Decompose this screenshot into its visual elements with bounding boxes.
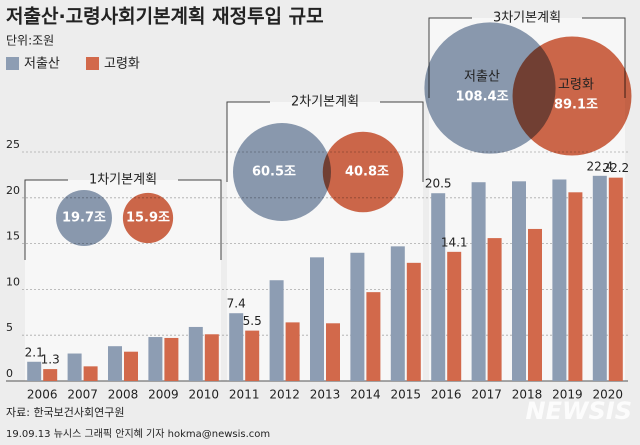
bar	[528, 228, 542, 381]
circle-series-name: 저출산	[464, 70, 500, 85]
bar	[366, 292, 381, 381]
bar	[108, 346, 122, 381]
bracket-line	[226, 101, 424, 182]
plan-title: 2차기본계획	[291, 95, 359, 110]
bar	[592, 175, 607, 381]
bar	[67, 353, 82, 381]
value-label: 22.4	[586, 159, 613, 173]
bar	[552, 179, 567, 381]
unit: 단위:조원	[6, 34, 54, 48]
chart-title: 저출산·고령사회기본계획 재정투입 규모	[6, 6, 324, 28]
x-tick-label: 2008	[108, 388, 139, 402]
x-tick-label: 2007	[67, 388, 98, 402]
bar	[148, 337, 163, 381]
x-tick-label: 2020	[593, 388, 624, 402]
legend-label: 고령화	[104, 57, 140, 72]
plan-title: 3차기본계획	[493, 11, 561, 26]
x-tick-label: 2017	[471, 388, 502, 402]
plan-circle	[56, 190, 112, 246]
circle-value-label: 40.8조	[345, 165, 389, 180]
watermark: NEWSIS	[526, 397, 632, 425]
plan-bracket: 1차기본계획	[24, 173, 222, 260]
plan-circle	[512, 36, 632, 156]
bar	[285, 322, 300, 381]
value-label: 1.3	[41, 353, 60, 367]
x-tick-label: 2015	[391, 388, 422, 402]
plan-circle	[122, 192, 174, 244]
x-tick-label: 2009	[148, 388, 179, 402]
bar	[204, 334, 219, 381]
bar	[43, 369, 58, 381]
bar	[350, 252, 365, 381]
x-tick-label: 2014	[350, 388, 381, 402]
circle-value-label: 60.5조	[252, 165, 296, 180]
plan-circle	[232, 122, 332, 222]
bar	[124, 351, 138, 381]
value-label: 5.5	[243, 314, 262, 328]
circle-series-name: 고령화	[558, 78, 594, 93]
bar	[390, 246, 405, 381]
bar	[568, 192, 583, 381]
bar	[471, 182, 486, 381]
bar	[406, 262, 421, 381]
credit: 19.09.13 뉴시스 그래픽 안지혜 기자 hokma@newsis.com	[6, 428, 270, 440]
circle-value-label: 89.1조	[554, 98, 598, 113]
value-label: 2.1	[25, 345, 44, 359]
x-tick-label: 2006	[27, 388, 58, 402]
bar	[245, 330, 260, 381]
plan-title: 1차기본계획	[89, 173, 157, 188]
x-tick-label: 2011	[229, 388, 260, 402]
legend-label: 저출산	[24, 57, 60, 72]
y-tick-label: 10	[6, 275, 20, 288]
plan-bracket: 2차기본계획	[226, 95, 424, 182]
y-tick-label: 5	[6, 321, 13, 334]
y-tick-label: 15	[6, 230, 20, 243]
bar	[326, 323, 340, 381]
x-tick-label: 2010	[189, 388, 220, 402]
bracket-line	[24, 179, 222, 260]
x-tick-label: 2018	[512, 388, 543, 402]
bar	[447, 251, 462, 381]
y-tick-label: 0	[6, 367, 13, 380]
y-tick-label: 25	[6, 138, 20, 151]
value-label: 7.4	[227, 297, 246, 311]
bar	[188, 326, 203, 381]
bar	[608, 177, 623, 381]
bar	[164, 337, 179, 381]
bar	[487, 238, 502, 381]
circle-value-label: 108.4조	[455, 90, 508, 105]
x-tick-label: 2019	[552, 388, 583, 402]
bar	[27, 361, 42, 381]
legend-swatch	[86, 57, 99, 70]
value-label: 22.2	[602, 161, 629, 175]
value-label: 20.5	[425, 177, 452, 191]
x-tick-label: 2012	[269, 388, 300, 402]
x-tick-label: 2013	[310, 388, 341, 402]
y-tick-label: 20	[6, 184, 20, 197]
circle-value-label: 15.9조	[126, 211, 170, 226]
bar	[512, 181, 526, 381]
bar	[310, 257, 324, 381]
bar	[83, 366, 98, 381]
x-tick-label: 2016	[431, 388, 462, 402]
bar	[269, 280, 284, 381]
circle-value-label: 19.7조	[62, 211, 106, 226]
plan-circle	[322, 131, 404, 213]
legend-swatch	[6, 57, 19, 70]
bar	[431, 193, 446, 381]
bar	[229, 313, 244, 381]
source: 자료: 한국보건사회연구원	[6, 406, 125, 419]
value-label: 14.1	[441, 235, 468, 249]
